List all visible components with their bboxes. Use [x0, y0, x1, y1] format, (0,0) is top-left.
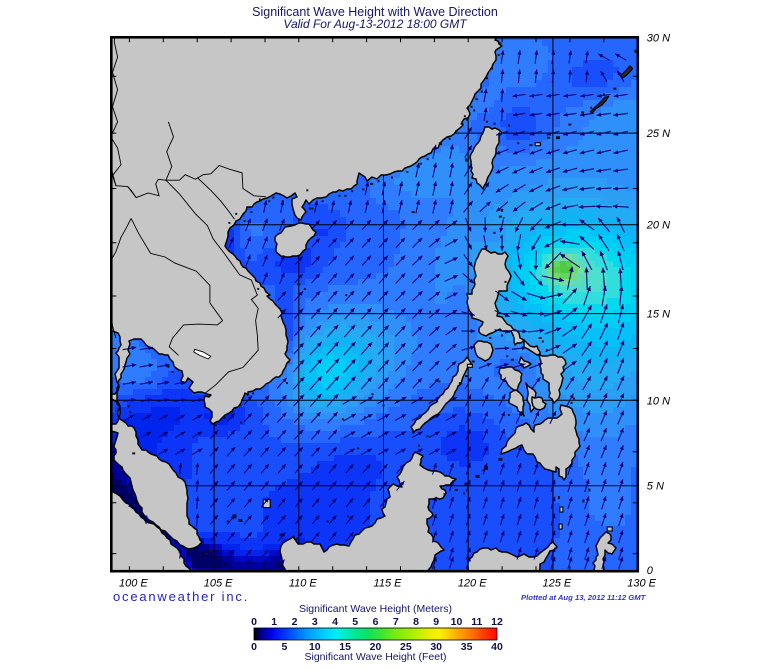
svg-text:4: 4 — [332, 616, 338, 628]
svg-text:5 N: 5 N — [647, 481, 664, 493]
svg-text:7: 7 — [393, 616, 399, 628]
svg-text:8: 8 — [413, 616, 419, 628]
svg-text:125 E: 125 E — [543, 578, 572, 590]
svg-text:2: 2 — [292, 616, 298, 628]
svg-text:110 E: 110 E — [289, 578, 318, 590]
svg-text:25 N: 25 N — [646, 128, 670, 140]
svg-text:Valid For Aug-13-2012 18:00 GM: Valid For Aug-13-2012 18:00 GMT — [283, 17, 468, 31]
svg-text:105 E: 105 E — [204, 578, 233, 590]
svg-text:0: 0 — [647, 565, 654, 577]
svg-text:115 E: 115 E — [374, 578, 403, 590]
svg-text:5: 5 — [352, 616, 358, 628]
svg-text:30 N: 30 N — [647, 33, 670, 45]
svg-text:10 N: 10 N — [647, 395, 670, 407]
svg-text:20: 20 — [370, 641, 382, 653]
svg-text:0: 0 — [251, 616, 257, 628]
svg-text:0: 0 — [251, 641, 257, 653]
svg-text:1: 1 — [271, 616, 277, 628]
svg-text:3: 3 — [312, 616, 318, 628]
svg-text:9: 9 — [433, 616, 439, 628]
svg-text:100 E: 100 E — [119, 578, 148, 590]
svg-text:25: 25 — [400, 641, 412, 653]
svg-text:15 N: 15 N — [647, 309, 670, 321]
svg-text:Plotted at Aug 13, 2012 11:12: Plotted at Aug 13, 2012 11:12 GMT — [521, 593, 647, 602]
svg-text:Significant Wave Height (Meter: Significant Wave Height (Meters) — [299, 603, 452, 615]
svg-text:Significant Wave Height (Feet): Significant Wave Height (Feet) — [304, 651, 446, 663]
svg-text:12: 12 — [491, 616, 503, 628]
svg-text:10: 10 — [309, 641, 321, 653]
svg-text:120 E: 120 E — [458, 578, 487, 590]
svg-text:11: 11 — [471, 616, 482, 628]
svg-text:130 E: 130 E — [627, 578, 656, 590]
svg-text:40: 40 — [491, 641, 503, 653]
svg-text:5: 5 — [281, 641, 287, 653]
svg-text:6: 6 — [373, 616, 379, 628]
svg-text:10: 10 — [451, 616, 463, 628]
svg-text:35: 35 — [461, 641, 473, 653]
svg-text:oceanweather inc.: oceanweather inc. — [113, 589, 249, 604]
svg-text:30: 30 — [430, 641, 442, 653]
svg-text:15: 15 — [339, 641, 351, 653]
svg-text:Significant Wave Height with W: Significant Wave Height with Wave Direct… — [252, 5, 498, 19]
svg-text:20 N: 20 N — [646, 220, 670, 232]
